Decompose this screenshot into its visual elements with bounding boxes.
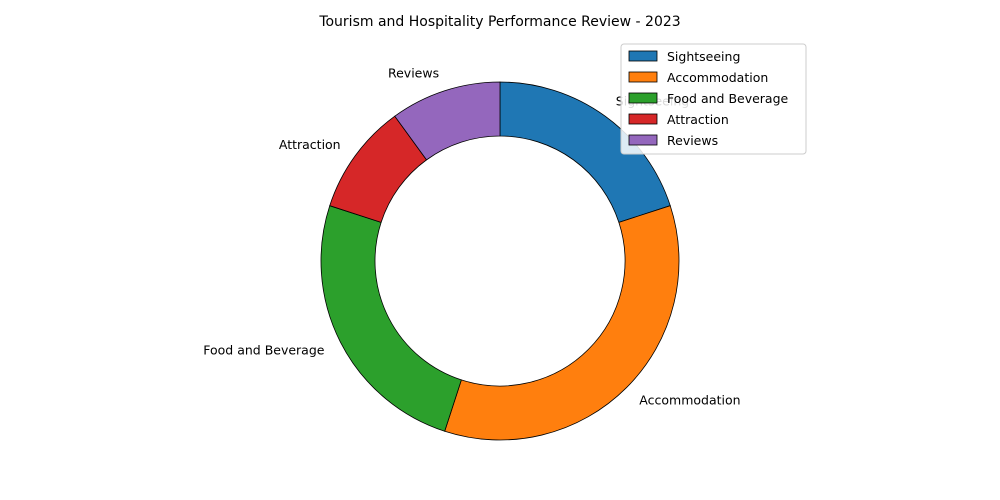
legend-label-attraction: Attraction — [667, 112, 729, 127]
legend: Sightseeing Accommodation Food and Beverag… — [620, 43, 807, 155]
legend-swatch-food-and-beverage — [628, 92, 658, 104]
slice-food-and-beverage — [320, 205, 462, 432]
slice-label-food-and-beverage: Food and Beverage — [203, 342, 325, 357]
slices-group — [320, 81, 680, 441]
legend-swatch-sightseeing — [628, 50, 658, 62]
slice-label-reviews: Reviews — [388, 66, 439, 81]
slice-label-accommodation: Accommodation — [639, 392, 740, 407]
slice-reviews — [394, 81, 501, 161]
legend-swatch-accommodation — [628, 71, 658, 83]
legend-label-sightseeing: Sightseeing — [667, 49, 740, 64]
slice-accommodation — [444, 205, 680, 441]
legend-swatch-attraction — [628, 113, 658, 125]
legend-box — [620, 43, 807, 155]
slice-label-attraction: Attraction — [279, 137, 341, 152]
legend-label-accommodation: Accommodation — [667, 70, 768, 85]
legend-label-reviews: Reviews — [667, 133, 718, 148]
legend-label-food-and-beverage: Food and Beverage — [667, 91, 789, 106]
chart-title: Tourism and Hospitality Performance Revi… — [318, 14, 680, 30]
legend-swatch-reviews — [628, 134, 658, 146]
